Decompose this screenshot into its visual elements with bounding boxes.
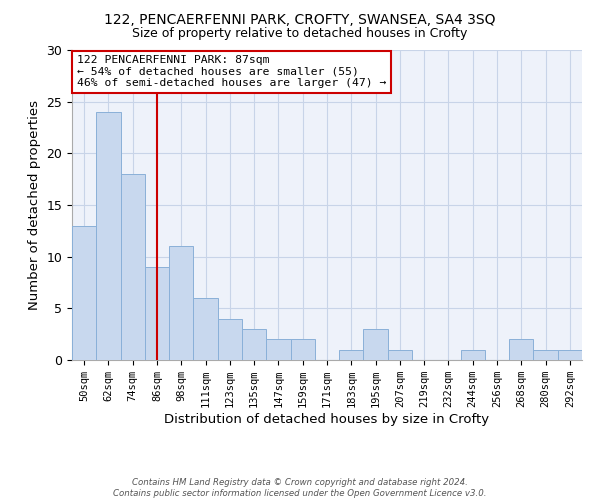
Bar	[388, 350, 412, 360]
Text: 122, PENCAERFENNI PARK, CROFTY, SWANSEA, SA4 3SQ: 122, PENCAERFENNI PARK, CROFTY, SWANSEA,…	[104, 12, 496, 26]
Bar	[218, 318, 242, 360]
Bar	[96, 112, 121, 360]
Bar	[290, 340, 315, 360]
Bar	[339, 350, 364, 360]
Bar	[461, 350, 485, 360]
Bar	[266, 340, 290, 360]
Bar	[169, 246, 193, 360]
X-axis label: Distribution of detached houses by size in Crofty: Distribution of detached houses by size …	[164, 413, 490, 426]
Bar	[533, 350, 558, 360]
Bar	[509, 340, 533, 360]
Text: 122 PENCAERFENNI PARK: 87sqm
← 54% of detached houses are smaller (55)
46% of se: 122 PENCAERFENNI PARK: 87sqm ← 54% of de…	[77, 55, 386, 88]
Y-axis label: Number of detached properties: Number of detached properties	[28, 100, 41, 310]
Bar	[72, 226, 96, 360]
Bar	[242, 329, 266, 360]
Text: Contains HM Land Registry data © Crown copyright and database right 2024.
Contai: Contains HM Land Registry data © Crown c…	[113, 478, 487, 498]
Bar	[121, 174, 145, 360]
Text: Size of property relative to detached houses in Crofty: Size of property relative to detached ho…	[133, 28, 467, 40]
Bar	[145, 267, 169, 360]
Bar	[364, 329, 388, 360]
Bar	[558, 350, 582, 360]
Bar	[193, 298, 218, 360]
